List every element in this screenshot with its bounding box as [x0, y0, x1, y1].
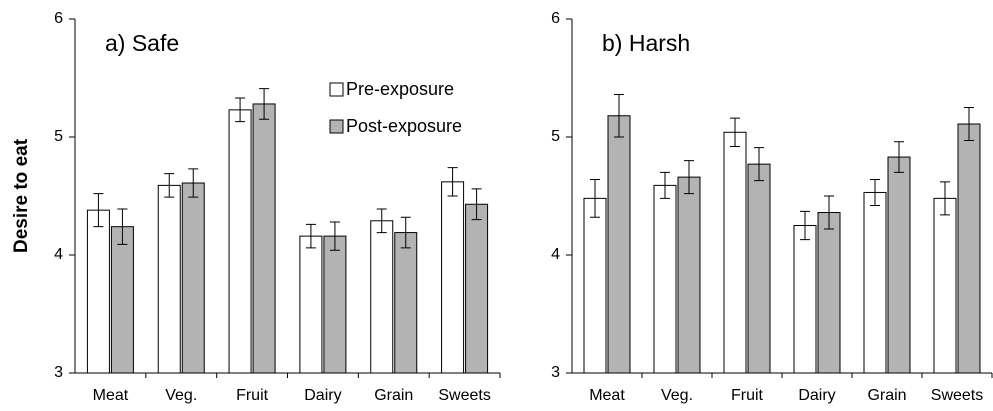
error-bar: [590, 178, 600, 218]
x-tick-label: Sweets: [931, 387, 983, 404]
panel-title: b) Harsh: [602, 30, 690, 56]
error-bar: [117, 208, 128, 245]
bar: [653, 184, 677, 374]
error-bar: [93, 193, 104, 228]
error-bar: [305, 223, 316, 249]
error-bar: [684, 160, 694, 195]
panel-title: a) Safe: [105, 30, 179, 56]
bar: [370, 220, 394, 374]
error-bar: [259, 88, 270, 120]
y-axis-label: Desire to eat: [11, 138, 32, 253]
y-tick-label: 4: [54, 246, 63, 263]
x-tick-label: Meat: [589, 387, 625, 404]
y-tick-label: 6: [54, 10, 63, 27]
x-tick-label: Dairy: [798, 387, 835, 404]
error-bar: [660, 171, 670, 199]
y-tick-label: 4: [551, 246, 560, 263]
x-tick-label: Fruit: [731, 387, 764, 404]
legend-swatch: [329, 82, 344, 97]
bar: [863, 191, 887, 374]
legend-label: Pre-exposure: [346, 79, 454, 99]
error-bar: [376, 208, 387, 234]
error-bar: [447, 167, 458, 197]
y-tick-label: 3: [54, 364, 63, 381]
bar: [465, 203, 489, 374]
x-tick-label: Veg.: [165, 387, 197, 404]
bar: [157, 184, 181, 374]
y-tick-label: 5: [551, 128, 560, 145]
error-bar: [730, 117, 740, 147]
bar: [323, 235, 347, 374]
bar: [583, 197, 607, 374]
error-bar: [894, 141, 904, 173]
x-tick-label: Sweets: [438, 387, 490, 404]
y-tick-label: 6: [551, 10, 560, 27]
bar: [957, 123, 981, 374]
bar: [933, 197, 957, 374]
bar: [723, 131, 747, 374]
bar: [607, 115, 631, 374]
error-bar: [870, 178, 880, 206]
error-bar: [235, 97, 246, 123]
error-bar: [800, 210, 810, 241]
x-tick-label: Grain: [374, 387, 413, 404]
error-bar: [614, 94, 624, 138]
bar: [677, 176, 701, 374]
error-bar: [824, 195, 834, 230]
error-bar: [940, 181, 950, 216]
y-tick-label: 5: [54, 128, 63, 145]
bar: [299, 235, 323, 374]
bar: [887, 156, 911, 374]
x-tick-label: Veg.: [661, 387, 693, 404]
bar: [441, 181, 465, 374]
bar: [86, 209, 110, 374]
legend-label: Post-exposure: [346, 116, 462, 136]
y-tick-label: 3: [551, 364, 560, 381]
x-tick-label: Meat: [93, 387, 129, 404]
error-bar: [188, 168, 199, 198]
error-bar: [164, 173, 175, 198]
error-bar: [400, 216, 411, 249]
x-tick-label: Grain: [867, 387, 906, 404]
error-bar: [754, 147, 764, 182]
error-bar: [964, 107, 974, 142]
bar: [252, 103, 276, 374]
error-bar: [471, 188, 482, 221]
bar: [394, 232, 418, 374]
bar: [181, 182, 205, 374]
bar: [747, 163, 771, 374]
bar: [110, 226, 134, 374]
bar: [228, 109, 252, 374]
x-tick-label: Fruit: [236, 387, 269, 404]
x-tick-label: Dairy: [304, 387, 341, 404]
error-bar: [329, 221, 340, 251]
bar: [793, 225, 817, 374]
bar: [817, 212, 841, 374]
legend-swatch: [329, 119, 344, 134]
